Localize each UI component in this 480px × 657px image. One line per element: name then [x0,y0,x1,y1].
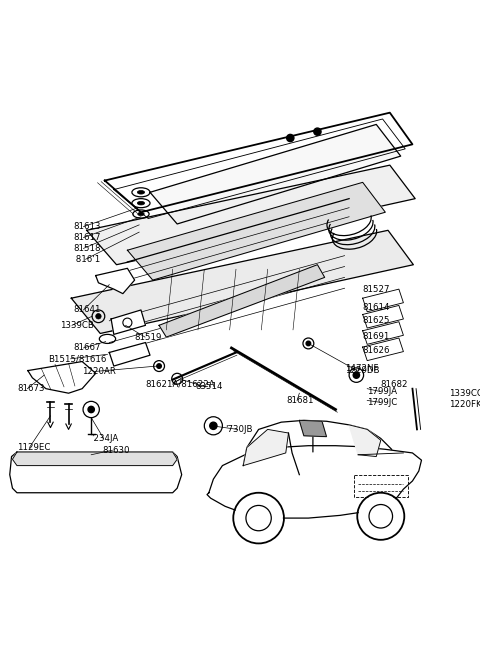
Text: 1472NF: 1472NF [345,364,378,373]
Circle shape [353,372,360,378]
Polygon shape [150,124,401,224]
Circle shape [314,128,321,135]
Text: 81519: 81519 [134,332,162,342]
Circle shape [287,135,294,142]
Text: 81613: 81613 [73,222,101,231]
Polygon shape [359,495,403,538]
Polygon shape [349,425,381,457]
Text: 81667: 81667 [73,344,101,352]
Circle shape [157,364,161,369]
Text: '234JA: '234JA [91,434,119,443]
Polygon shape [96,268,134,294]
Polygon shape [28,361,96,393]
Text: 81518: 81518 [73,244,101,253]
Circle shape [210,422,217,430]
Polygon shape [159,265,324,337]
Text: 81626: 81626 [363,346,390,355]
Text: 81682: 81682 [381,380,408,389]
Text: 1229DB: 1229DB [345,366,379,375]
Text: 81681: 81681 [287,396,314,405]
Polygon shape [363,289,403,312]
Text: 83514: 83514 [195,382,223,392]
Polygon shape [127,183,385,280]
Text: 81673: 81673 [17,384,45,393]
Text: 81614: 81614 [363,303,390,311]
Polygon shape [207,445,421,518]
Text: 81641: 81641 [73,306,101,315]
Polygon shape [10,452,182,493]
Text: 1339CC: 1339CC [449,389,480,397]
Polygon shape [109,342,150,366]
Text: 81625: 81625 [363,316,390,325]
Text: 81617: 81617 [73,233,101,242]
Polygon shape [363,306,403,328]
Text: 1220AR: 1220AR [82,367,116,376]
Polygon shape [235,495,282,541]
Polygon shape [12,452,177,466]
Ellipse shape [137,201,144,205]
Ellipse shape [137,191,144,194]
Circle shape [96,313,101,319]
Text: B1515/81616: B1515/81616 [48,354,106,363]
Text: 1129EC: 1129EC [17,443,50,452]
Circle shape [88,406,95,413]
Circle shape [306,341,311,346]
Polygon shape [87,165,415,265]
Ellipse shape [138,212,144,215]
Polygon shape [363,338,403,361]
Polygon shape [300,420,326,437]
Circle shape [478,368,480,373]
Polygon shape [363,322,403,344]
Text: 1339CB: 1339CB [60,321,94,330]
Text: 81621A/81622A: 81621A/81622A [145,380,215,389]
Text: 816'1: 816'1 [73,255,100,263]
Text: 1799JC: 1799JC [367,397,397,407]
Polygon shape [111,310,145,334]
Polygon shape [243,430,288,466]
Polygon shape [72,231,413,334]
Text: 81630: 81630 [102,445,130,455]
Text: 81527: 81527 [363,284,390,294]
Text: 81691: 81691 [363,332,390,341]
Text: '730JB: '730JB [225,425,252,434]
Text: 1220FK: 1220FK [449,399,480,409]
Text: 1799JA: 1799JA [367,387,397,396]
